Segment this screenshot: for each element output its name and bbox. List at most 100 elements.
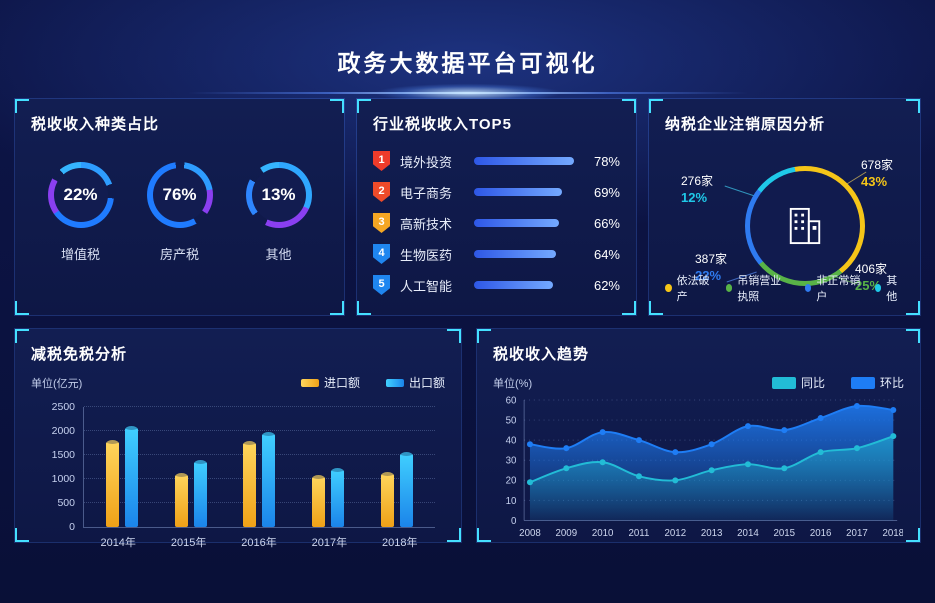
- x-axis-label: 2011: [629, 528, 650, 539]
- bar: [125, 425, 139, 527]
- top-row: 税收收入种类占比 22% 增值税 76% 房产税 13%: [0, 98, 935, 316]
- data-point: [526, 479, 533, 486]
- y-axis-tick: 40: [506, 436, 517, 447]
- y-axis-tick: 0: [69, 521, 75, 533]
- bar-cap: [312, 474, 326, 480]
- callout-license-revoked: 406家 25%: [855, 262, 887, 294]
- percent-value: 66%: [593, 215, 620, 231]
- data-point: [744, 423, 751, 430]
- legend-item[interactable]: 吊销营业执照: [725, 272, 792, 304]
- data-point: [672, 449, 679, 456]
- ring-label: 增值税: [60, 247, 100, 262]
- leader-line: [724, 185, 755, 197]
- panel-title-top5: 行业税收收入TOP5: [373, 116, 512, 133]
- legend-item[interactable]: 环比: [850, 374, 904, 391]
- bar-track: [474, 281, 574, 289]
- callout-count: 387家: [695, 252, 728, 266]
- top5-bar: [474, 219, 559, 227]
- x-axis-label: 2008: [519, 528, 541, 539]
- gridline: [84, 502, 435, 503]
- legend-swatch: [385, 378, 404, 387]
- legend-item[interactable]: 其他: [874, 272, 904, 304]
- legend-dot: [874, 284, 882, 292]
- legend-label: 依法破产: [676, 275, 710, 303]
- callout-bankruptcy: 678家 43%: [861, 158, 893, 190]
- y-axis-tick: 30: [506, 456, 517, 467]
- legend-item[interactable]: 非正常销户: [804, 272, 862, 304]
- ring-item-property-tax: 76% 房产税: [146, 162, 213, 263]
- bar: [193, 458, 207, 527]
- data-point: [599, 429, 606, 436]
- rank-badge: 4: [373, 244, 390, 264]
- ring-label: 房产税: [159, 247, 199, 262]
- unit-label: 单位(%): [493, 377, 533, 390]
- bar: [106, 438, 120, 527]
- building-icon: [789, 207, 821, 245]
- title-flare-decoration: [187, 86, 748, 100]
- bar-group: [106, 407, 139, 527]
- y-axis-tick: 2000: [51, 425, 75, 437]
- trend-legend: 同比 环比: [771, 374, 904, 391]
- bar: [243, 439, 257, 527]
- legend-swatch: [771, 376, 796, 389]
- x-axis-label: 2010: [592, 528, 614, 539]
- bar-cap: [174, 472, 188, 478]
- callout-percent: 22%: [695, 267, 722, 283]
- legend-swatch: [850, 376, 875, 389]
- top5-bar: [474, 188, 563, 196]
- y-axis-tick: 500: [57, 497, 75, 509]
- gridline: [84, 406, 435, 407]
- data-point: [817, 449, 824, 456]
- unit-label: 单位(亿元): [31, 377, 83, 390]
- donut-legend: 依法破产 吊销营业执照 非正常销户 其他: [665, 272, 904, 304]
- y-axis-tick: 2500: [51, 401, 75, 413]
- bar-group: [312, 407, 345, 527]
- legend-swatch: [300, 378, 319, 387]
- data-point: [744, 461, 751, 468]
- y-axis-tick: 20: [506, 476, 517, 487]
- bar-cap: [399, 451, 413, 457]
- bar: [380, 470, 394, 527]
- bar-group: [174, 407, 207, 527]
- bar-track: [474, 219, 574, 227]
- callout-count: 276家: [681, 174, 714, 188]
- donut-chart-area: 678家 43% 406家 25% 387家 22% 276家 12%: [665, 136, 904, 304]
- legend-item[interactable]: 依法破产: [665, 272, 713, 304]
- data-point: [781, 465, 788, 472]
- bar-groups: [84, 407, 435, 527]
- ring-label: 其他: [265, 247, 292, 262]
- y-axis-tick: 50: [506, 415, 517, 426]
- bar-track: [474, 157, 574, 165]
- industry-label: 生物医药: [400, 247, 453, 263]
- x-axis-label: 2009: [556, 528, 578, 539]
- x-axis-label: 2012: [665, 528, 687, 539]
- callout-percent: 43%: [861, 173, 888, 189]
- ring-chart-property-tax: 76%: [146, 162, 213, 228]
- industry-label: 境外投资: [400, 154, 453, 170]
- ring-value: 76%: [162, 185, 197, 204]
- x-axis-label: 2015年: [170, 537, 207, 549]
- data-point: [853, 445, 860, 452]
- legend-item[interactable]: 进口额: [300, 374, 360, 391]
- rank-badge: 2: [373, 182, 390, 202]
- bar: [174, 472, 188, 527]
- header: 政务大数据平台可视化: [0, 0, 935, 98]
- callout-percent: 25%: [855, 277, 882, 293]
- ring-item-other: 13% 其他: [245, 162, 312, 263]
- industry-label: 电子商务: [400, 185, 453, 201]
- rank-badge: 1: [373, 151, 390, 171]
- x-axis-label: 2016年: [241, 537, 277, 549]
- legend-item[interactable]: 出口额: [385, 374, 445, 391]
- page-title: 政务大数据平台可视化: [337, 50, 598, 76]
- callout-other: 276家 12%: [681, 174, 713, 206]
- x-axis-label: 2017: [846, 528, 868, 539]
- legend-label: 环比: [879, 376, 904, 390]
- x-axis-label: 2014: [737, 528, 759, 539]
- x-axis-label: 2014年: [100, 537, 136, 549]
- x-axis-label: 2015: [773, 528, 795, 539]
- legend-item[interactable]: 同比: [771, 374, 825, 391]
- top5-bar: [474, 281, 554, 289]
- percent-value: 69%: [593, 184, 620, 200]
- barchart-subheader: 单位(亿元) 进口额 出口额: [31, 374, 445, 391]
- top5-row: 5 人工智能 62%: [373, 274, 620, 296]
